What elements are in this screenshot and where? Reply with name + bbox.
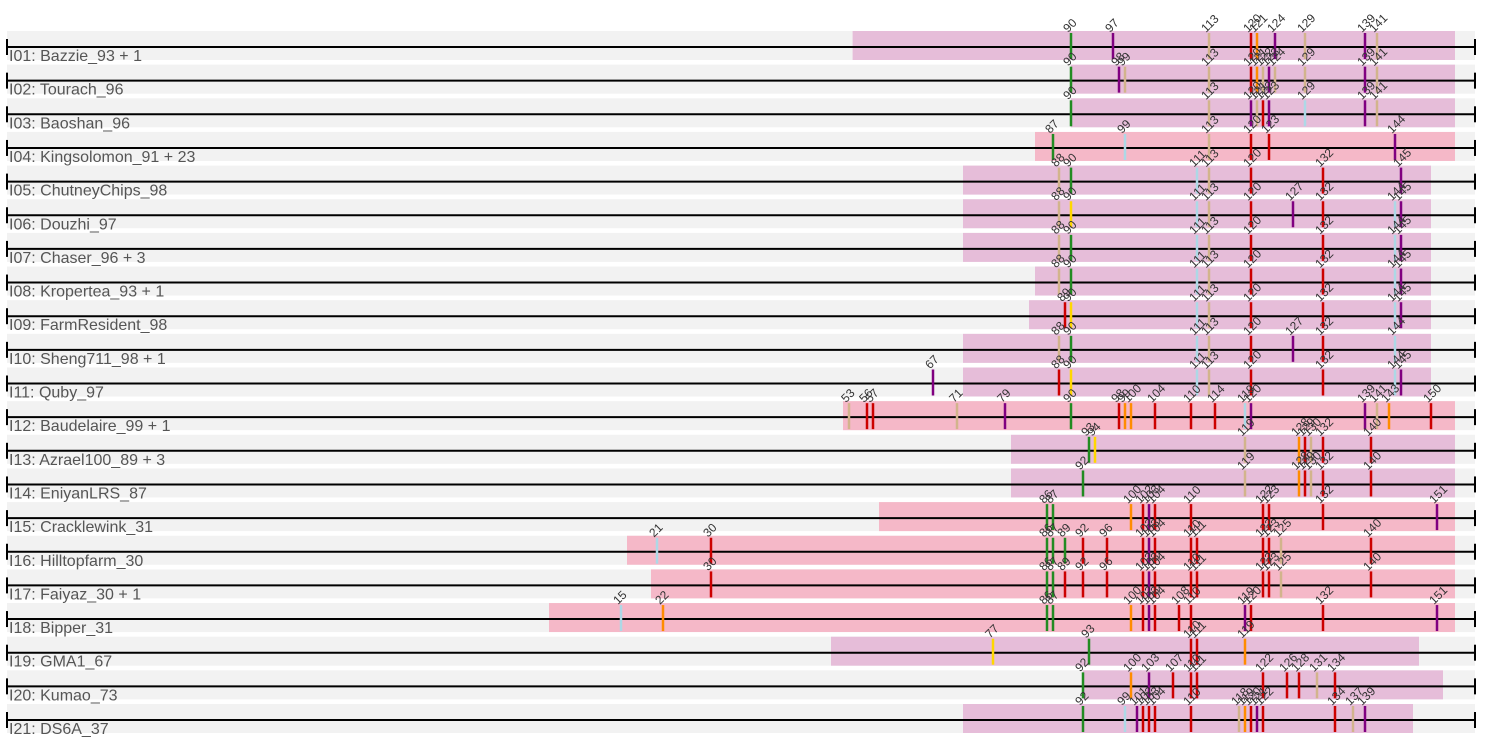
track-label: I16: Hilltopfarm_30: [9, 553, 143, 570]
coverage-segment: [1011, 468, 1455, 498]
coverage-segment: [1011, 434, 1455, 464]
track-label: I08: Kropertea_93 + 1: [9, 284, 164, 301]
track-label: I20: Kumao_73: [9, 687, 118, 704]
coverage-segment: [852, 31, 1455, 60]
track-label: I12: Baudelaire_99 + 1: [9, 418, 171, 435]
coverage-segment: [1035, 266, 1431, 296]
track-label: I07: Chaser_96 + 3: [9, 250, 146, 267]
track-label: I01: Bazzie_93 + 1: [9, 48, 142, 65]
track-label: I17: Faiyaz_30 + 1: [9, 586, 141, 603]
coverage-segment: [843, 401, 1455, 431]
coverage-segment: [831, 636, 1419, 666]
track-label: I15: Cracklewink_31: [9, 519, 153, 536]
coverage-segment: [627, 535, 1455, 565]
track-label: I06: Douzhi_97: [9, 216, 117, 233]
coverage-segment: [1035, 131, 1455, 161]
coverage-segment: [1029, 300, 1431, 330]
track-label: I02: Tourach_96: [9, 82, 124, 99]
track-label: I09: FarmResident_98: [9, 317, 167, 334]
track-label: I19: GMA1_67: [9, 654, 112, 671]
track-label: I04: Kingsolomon_91 + 23: [9, 149, 195, 166]
track-label: I14: EniyanLRS_87: [9, 485, 147, 502]
track-label: I03: Baoshan_96: [9, 115, 130, 132]
coverage-segment: [879, 502, 1455, 532]
coverage-segment: [963, 704, 1413, 733]
track-label: I05: ChutneyChips_98: [9, 183, 167, 200]
track-label: I18: Bipper_31: [9, 620, 113, 637]
coverage-segment: [549, 603, 1455, 633]
track-label: I10: Sheng711_98 + 1: [9, 351, 166, 368]
track-label: I13: Azrael100_89 + 3: [9, 452, 165, 469]
track-label: I21: DS6A_37: [9, 721, 109, 738]
track-label: I11: Quby_97: [9, 385, 104, 402]
